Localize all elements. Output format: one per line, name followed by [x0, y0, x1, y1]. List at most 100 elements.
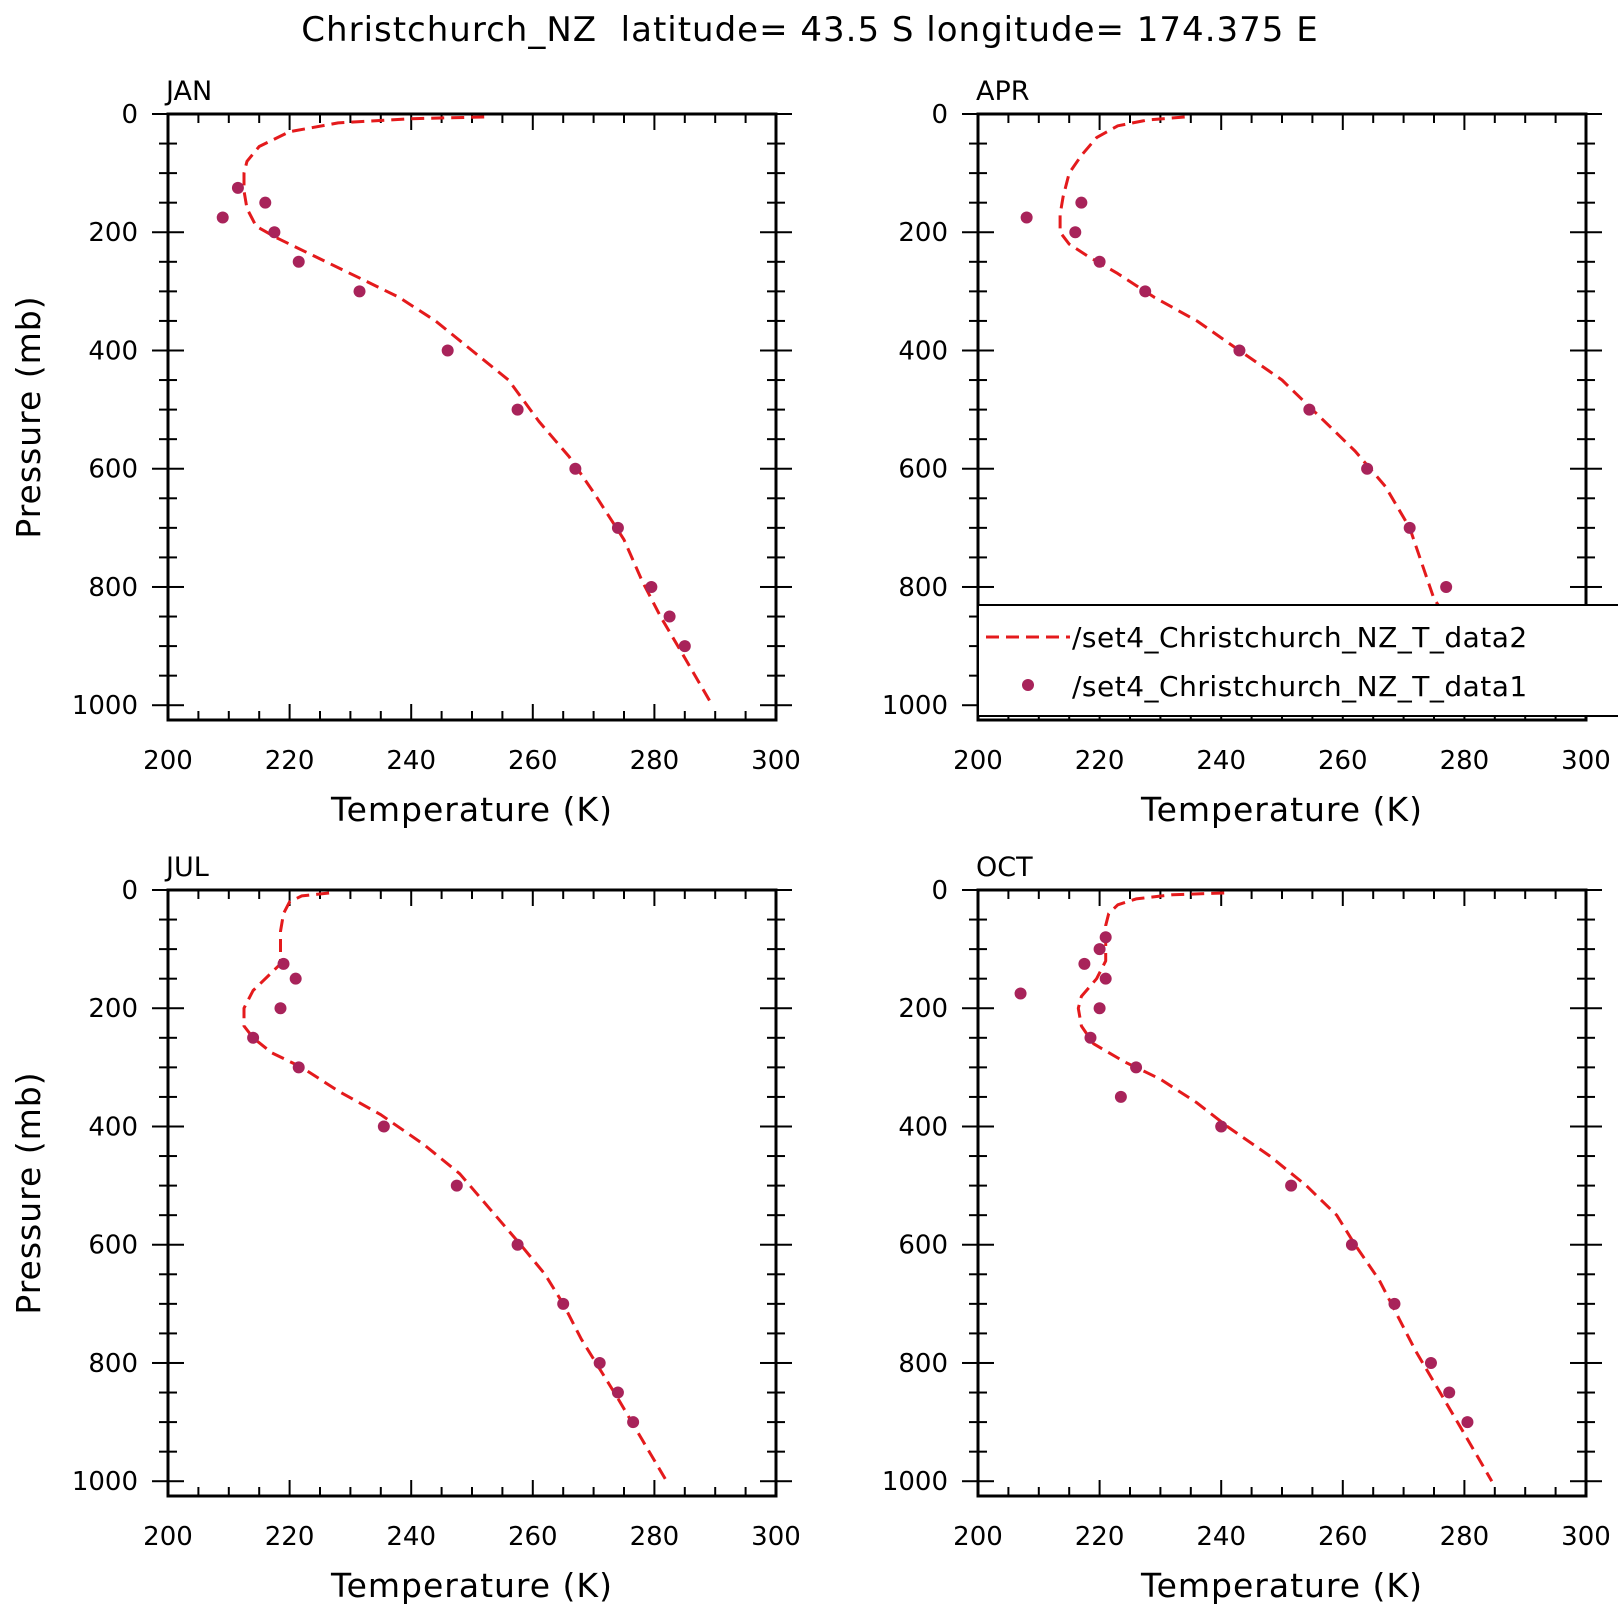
obs-data-point	[1078, 957, 1091, 970]
x-tick-label: 260	[1318, 1522, 1368, 1552]
y-tick-label: 800	[88, 1349, 138, 1379]
obs-data-point	[1388, 1297, 1401, 1310]
obs-data-point	[247, 1031, 260, 1044]
y-tick-label: 800	[898, 1349, 948, 1379]
obs-data-point	[353, 285, 366, 298]
y-tick-label: 1000	[882, 691, 948, 721]
x-tick-label: 220	[265, 1522, 315, 1552]
y-tick-label: 0	[121, 876, 138, 906]
obs-data-point	[1139, 285, 1152, 298]
x-axis-label: Temperature (K)	[330, 790, 613, 829]
x-tick-label: 200	[953, 746, 1003, 776]
y-tick-label: 1000	[882, 1467, 948, 1497]
legend-dot-swatch	[1022, 679, 1034, 691]
model-profile-line	[1058, 115, 1512, 710]
obs-data-point	[1285, 1179, 1298, 1192]
obs-data-point	[1215, 1120, 1228, 1133]
y-tick-label: 400	[898, 1112, 948, 1142]
obs-data-point	[1303, 403, 1316, 416]
obs-data-point	[1099, 931, 1112, 944]
x-tick-label: 220	[265, 746, 315, 776]
x-tick-label: 260	[1318, 746, 1368, 776]
x-tick-label: 200	[953, 1522, 1003, 1552]
x-tick-label: 300	[751, 746, 801, 776]
y-tick-label: 0	[931, 100, 948, 130]
x-tick-label: 240	[1196, 746, 1246, 776]
obs-data-point	[511, 403, 524, 416]
model-profile-line	[1076, 891, 1494, 1482]
obs-data-point	[1093, 943, 1106, 956]
obs-data-point	[1361, 462, 1374, 475]
legend-label: /set4_Christchurch_NZ_T_data1	[1072, 670, 1528, 703]
obs-data-point	[569, 462, 582, 475]
y-tick-label: 600	[898, 455, 948, 485]
x-tick-label: 300	[751, 1522, 801, 1552]
obs-data-point	[1114, 1090, 1127, 1103]
obs-data-point	[377, 1120, 390, 1133]
obs-data-point	[1093, 1002, 1106, 1015]
plot-frame	[166, 888, 778, 1498]
obs-data-point	[1069, 226, 1082, 239]
obs-data-point	[1233, 344, 1246, 357]
x-tick-label: 220	[1075, 1522, 1125, 1552]
obs-data-point	[593, 1356, 606, 1369]
y-tick-label: 800	[88, 573, 138, 603]
x-axis-label: Temperature (K)	[1140, 790, 1423, 829]
panel-label: JAN	[164, 76, 212, 107]
obs-data-point	[1461, 1416, 1474, 1429]
panel-label: APR	[976, 76, 1030, 107]
obs-data-point	[611, 521, 624, 534]
x-tick-label: 300	[1561, 746, 1611, 776]
obs-data-point	[1440, 580, 1453, 593]
panel-label: OCT	[976, 852, 1033, 883]
obs-data-point	[511, 1238, 524, 1251]
y-tick-label: 0	[931, 876, 948, 906]
x-tick-label: 200	[143, 1522, 193, 1552]
obs-data-point	[450, 1179, 463, 1192]
obs-data-point	[1093, 255, 1106, 268]
obs-data-point	[289, 972, 302, 985]
obs-data-point	[1075, 196, 1088, 209]
obs-data-point	[627, 1416, 640, 1429]
y-axis-label: Pressure (mb)	[9, 1071, 48, 1314]
x-tick-label: 260	[508, 746, 558, 776]
obs-data-point	[231, 181, 244, 194]
legend-background	[979, 605, 1618, 716]
legend: /set4_Christchurch_NZ_T_data2/set4_Chris…	[978, 604, 1618, 717]
obs-data-point	[292, 1061, 305, 1074]
y-tick-label: 400	[88, 336, 138, 366]
plot-frame	[976, 888, 1588, 1498]
obs-data-point	[259, 196, 272, 209]
x-tick-label: 280	[630, 1522, 680, 1552]
obs-data-point	[441, 344, 454, 357]
obs-data-point	[1443, 1386, 1456, 1399]
y-tick-label: 0	[121, 100, 138, 130]
obs-data-point	[268, 226, 281, 239]
obs-data-point	[611, 1386, 624, 1399]
y-tick-label: 400	[898, 336, 948, 366]
obs-data-point	[678, 640, 691, 653]
x-tick-label: 300	[1561, 1522, 1611, 1552]
x-axis-label: Temperature (K)	[1140, 1566, 1423, 1605]
y-tick-label: 200	[898, 218, 948, 248]
y-tick-label: 600	[898, 1231, 948, 1261]
x-tick-label: 240	[386, 746, 436, 776]
obs-data-point	[557, 1297, 570, 1310]
y-tick-label: 400	[88, 1112, 138, 1142]
y-tick-label: 600	[88, 455, 138, 485]
obs-data-point	[1345, 1238, 1358, 1251]
y-tick-label: 200	[898, 994, 948, 1024]
model-profile-line	[242, 115, 714, 706]
x-tick-label: 280	[630, 746, 680, 776]
obs-data-point	[277, 957, 290, 970]
y-tick-label: 1000	[72, 691, 138, 721]
legend-label: /set4_Christchurch_NZ_T_data2	[1072, 621, 1528, 654]
y-axis-label: Pressure (mb)	[9, 295, 48, 538]
x-tick-label: 220	[1075, 746, 1125, 776]
x-tick-label: 280	[1440, 746, 1490, 776]
obs-data-point	[1014, 987, 1027, 1000]
obs-data-point	[1130, 1061, 1143, 1074]
